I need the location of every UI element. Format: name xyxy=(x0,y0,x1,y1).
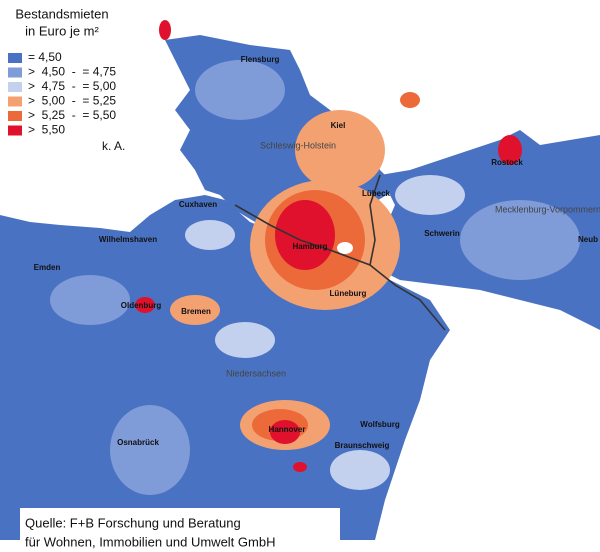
legend-title: in Euro je m² xyxy=(25,23,99,38)
state-border xyxy=(234,204,446,331)
state-border xyxy=(369,174,381,266)
city-label: Emden xyxy=(34,263,61,272)
city-label: Cuxhaven xyxy=(179,200,217,209)
area xyxy=(295,110,385,190)
source: Quelle: F+B Forschung und Beratung xyxy=(25,515,241,530)
legend-label: > 4,50 - = 4,75 xyxy=(28,65,116,79)
legend: = 4,50> 4,50 - = 4,75> 4,75 - = 5,00> 5,… xyxy=(8,50,125,153)
legend-label: = 4,50 xyxy=(28,50,62,64)
city-label: Lüneburg xyxy=(330,289,367,298)
area xyxy=(498,135,522,165)
legend-label: > 5,25 - = 5,50 xyxy=(28,108,116,122)
area xyxy=(185,220,235,250)
area xyxy=(337,242,353,254)
region-label: Schleswig-Holstein xyxy=(260,140,336,150)
city-label: Oldenburg xyxy=(121,301,162,310)
area xyxy=(330,450,390,490)
region-label: Mecklenburg-Vorpommern xyxy=(495,204,600,214)
city-label: Braunschweig xyxy=(335,441,390,450)
legend-swatch xyxy=(8,125,22,136)
area xyxy=(293,462,307,472)
map-shapes xyxy=(0,20,600,540)
city-label: Neub xyxy=(578,235,598,244)
city-label: Wilhelmshaven xyxy=(99,235,157,244)
area xyxy=(110,405,190,495)
city-label: Kiel xyxy=(331,121,346,130)
legend-swatch xyxy=(8,67,22,78)
source: für Wohnen, Immobilien und Umwelt GmbH xyxy=(25,534,275,549)
city-label: Rostock xyxy=(491,158,523,167)
area xyxy=(159,20,171,40)
area xyxy=(135,297,155,313)
legend-swatch xyxy=(8,53,22,63)
city-label: Hannover xyxy=(269,425,306,434)
area xyxy=(460,200,580,280)
city-label: Lübeck xyxy=(362,189,391,198)
area xyxy=(170,295,220,325)
area xyxy=(50,275,130,325)
area xyxy=(400,92,420,108)
legend-label: > 5,50 xyxy=(28,123,65,137)
legend-swatch xyxy=(8,111,22,121)
source-box xyxy=(20,508,340,552)
region-label: Niedersachsen xyxy=(226,368,286,378)
city-label: Bremen xyxy=(181,307,211,316)
area xyxy=(195,60,285,120)
city-label: Hamburg xyxy=(292,242,327,251)
legend-label: > 5,00 - = 5,25 xyxy=(28,94,116,108)
city-label: Flensburg xyxy=(241,55,280,64)
area xyxy=(270,420,300,444)
city-label: Schwerin xyxy=(424,229,460,238)
legend-title: Bestandsmieten xyxy=(15,6,108,21)
area xyxy=(215,322,275,358)
legend-swatch xyxy=(8,82,22,92)
legend-label: k. A. xyxy=(102,139,125,153)
city-label: Osnabrück xyxy=(117,438,159,447)
area xyxy=(395,175,465,215)
legend-swatch xyxy=(8,140,22,150)
legend-swatch xyxy=(8,96,22,107)
city-label: Wolfsburg xyxy=(360,420,400,429)
area xyxy=(275,200,335,270)
legend-label: > 4,75 - = 5,00 xyxy=(28,79,116,93)
